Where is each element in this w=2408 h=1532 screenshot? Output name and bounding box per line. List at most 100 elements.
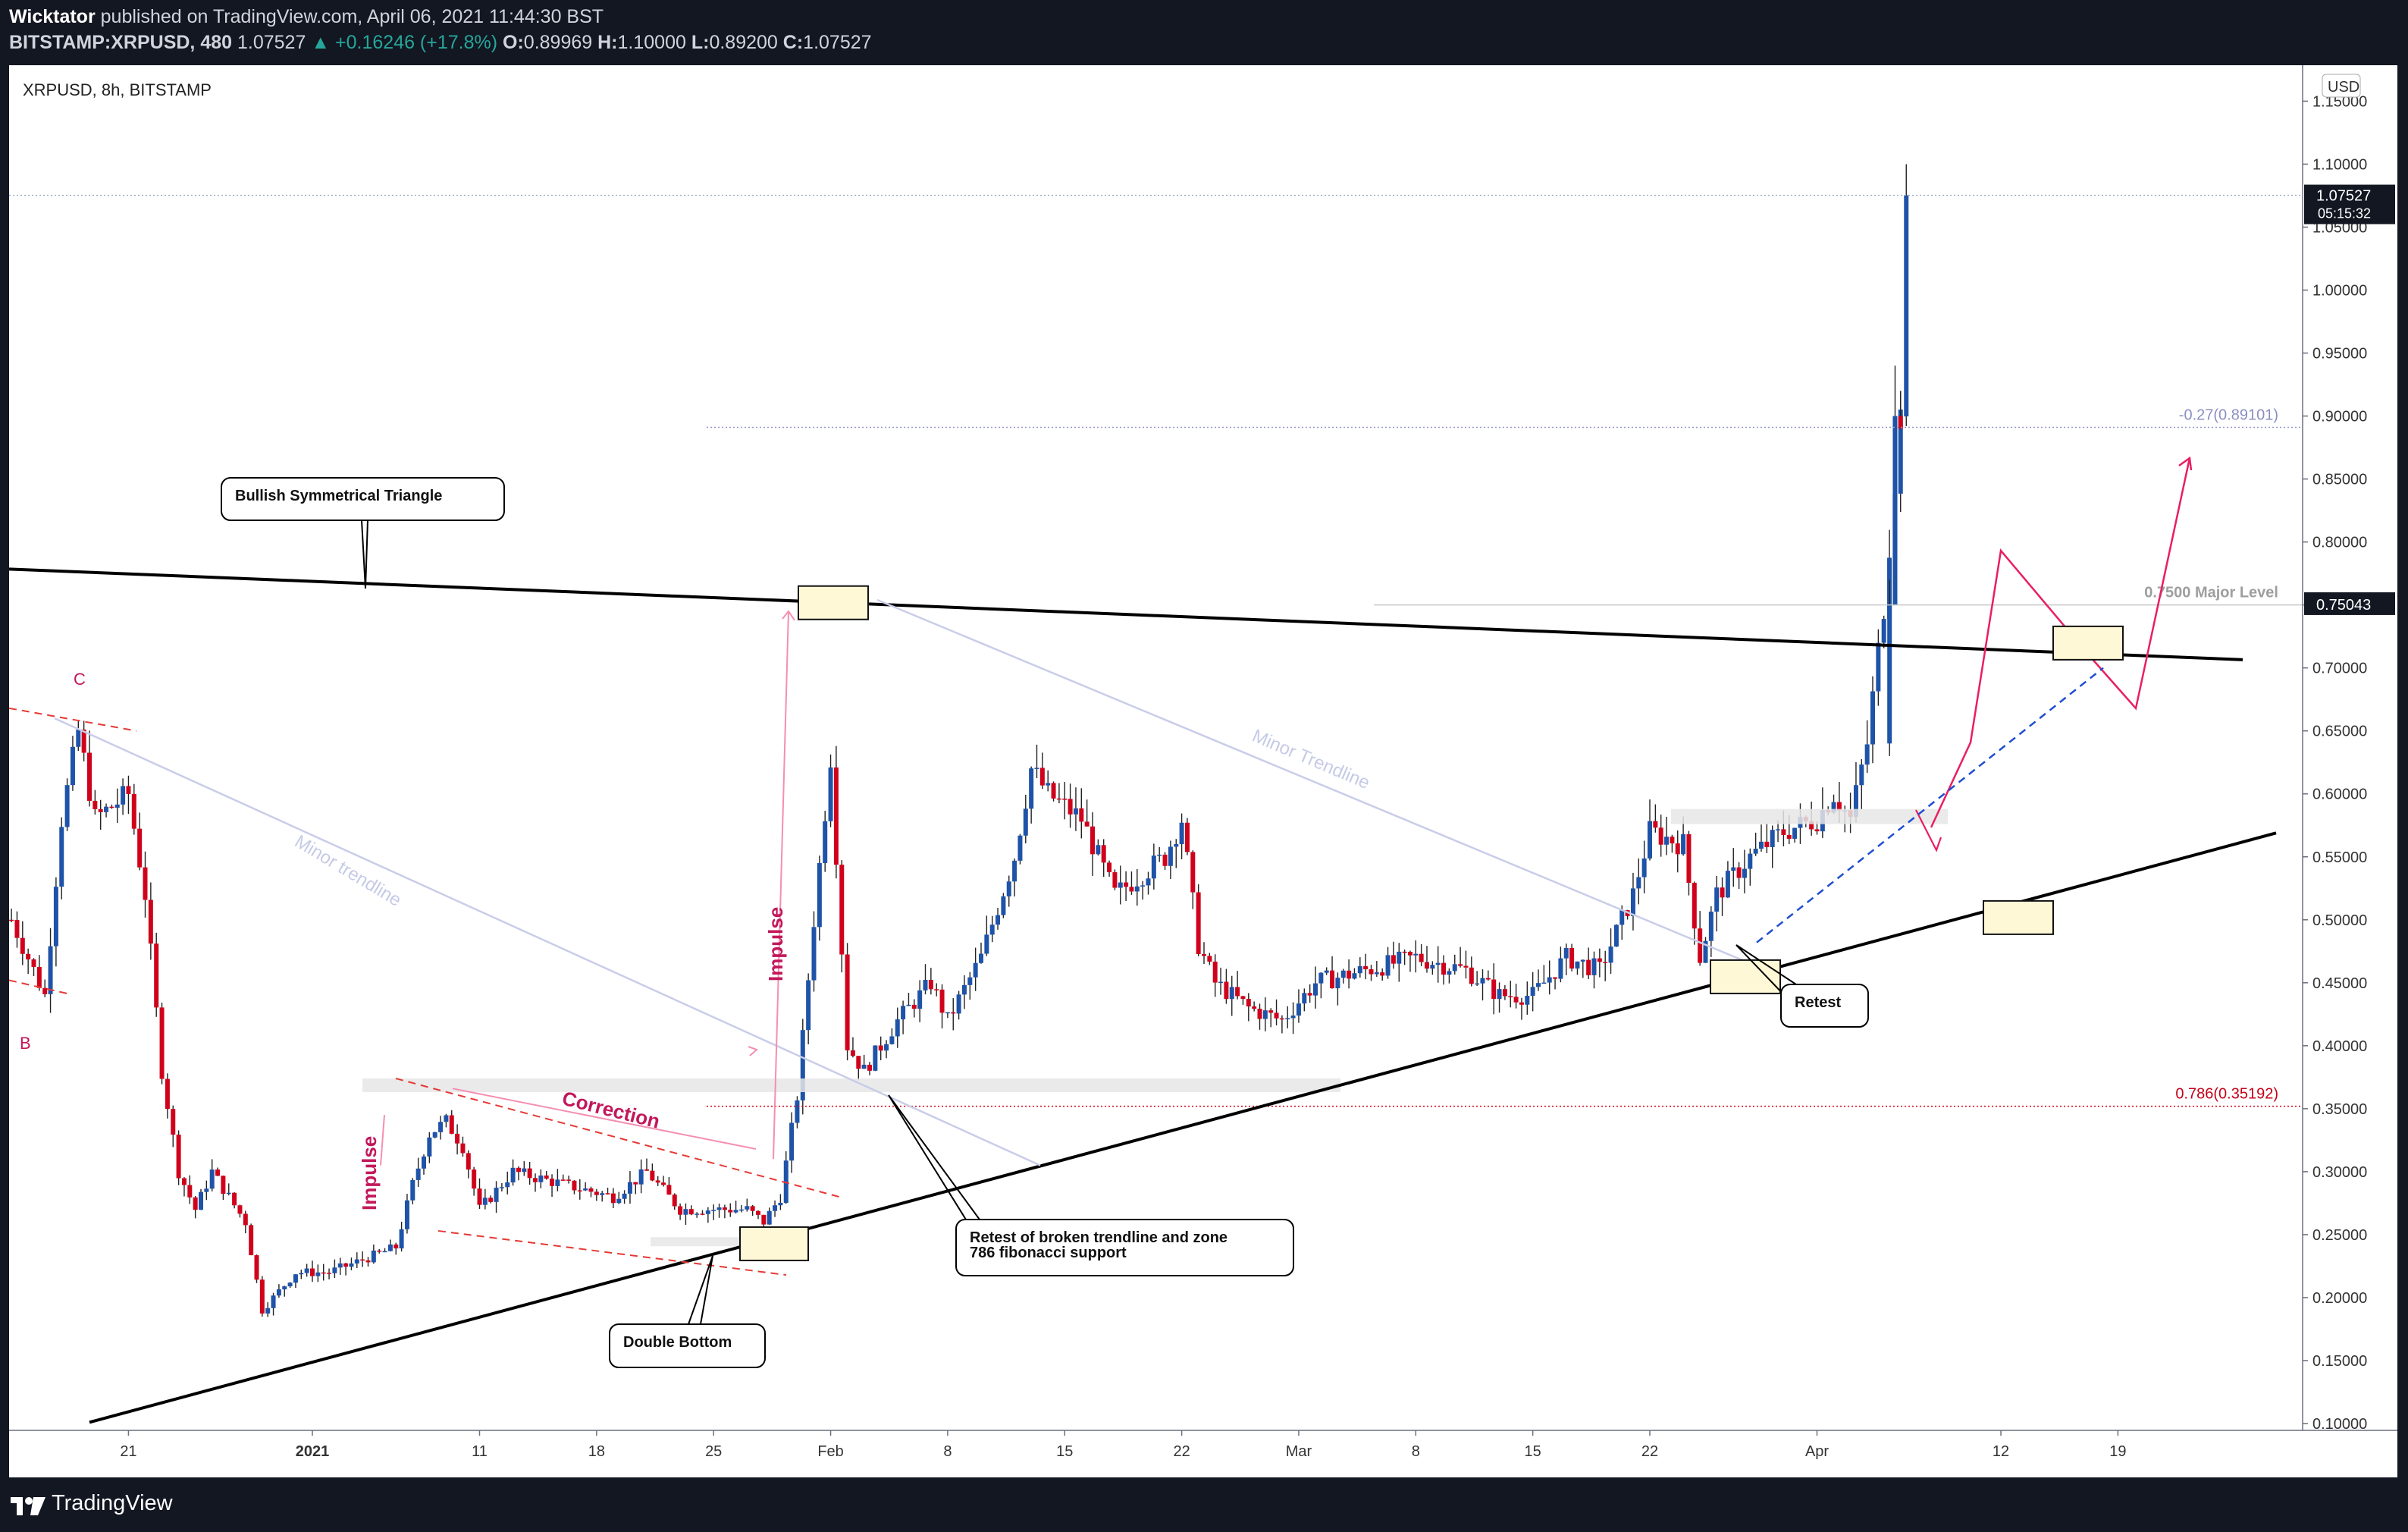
candle-body: [237, 1205, 243, 1214]
candle-body: [1174, 843, 1179, 847]
candle-body: [1079, 808, 1084, 822]
candle-body: [1831, 802, 1836, 813]
candle-body: [1569, 947, 1575, 969]
correction-lower-line: [437, 1229, 787, 1276]
major-level-label: 0.7500 Major Level: [2144, 585, 2278, 601]
candle-body: [455, 1133, 460, 1144]
fib-level-label: -0.27(0.89101): [2179, 407, 2278, 423]
candle-body: [1134, 886, 1140, 892]
candle-body: [1430, 965, 1435, 969]
candle-body: [1458, 964, 1463, 966]
author-name[interactable]: Wicktator: [9, 6, 96, 27]
candle-body: [1402, 951, 1407, 953]
candle-body: [661, 1182, 666, 1185]
candle-body: [193, 1197, 198, 1210]
bar-countdown: 05:15:32: [2318, 206, 2371, 221]
last-price-value: 1.07527: [2316, 188, 2371, 205]
time-axis: [9, 1430, 2397, 1477]
candle-body: [1675, 843, 1680, 855]
candle-body: [226, 1192, 231, 1195]
candle-body: [14, 920, 20, 938]
candle-body: [627, 1182, 632, 1194]
correction-arrow: [452, 1088, 757, 1150]
candle-body: [360, 1259, 365, 1261]
candle-body: [633, 1182, 638, 1185]
candle-body: [1090, 826, 1095, 855]
candle-body: [761, 1214, 767, 1225]
price-chart[interactable]: -0.27(0.89101) 0.786(0.35192) 0.7500 Major…: [9, 65, 2397, 1477]
candle-body: [594, 1191, 599, 1195]
candle-body: [410, 1179, 415, 1201]
candle-body: [527, 1168, 532, 1179]
candle-body: [610, 1193, 616, 1204]
currency-box: [2322, 74, 2361, 98]
candle-body: [427, 1137, 432, 1157]
candle-body: [683, 1209, 688, 1215]
candle-body: [666, 1185, 672, 1195]
time-tick-label: 8: [1412, 1443, 1420, 1460]
candle-body: [1876, 642, 1881, 692]
candle-body: [1513, 997, 1519, 1003]
candle-body: [131, 793, 136, 829]
candle-body: [1553, 977, 1558, 979]
callout-text: Double Bottom: [623, 1334, 732, 1351]
candle-body: [1229, 987, 1234, 1000]
candle-body: [1107, 862, 1112, 873]
chart-area[interactable]: -0.27(0.89101) 0.786(0.35192) 0.7500 Major…: [9, 65, 2397, 1477]
callout-box: [1780, 984, 1869, 1028]
candle-body: [823, 821, 828, 863]
candle-body: [778, 1202, 783, 1206]
candle-body: [1046, 783, 1051, 786]
support-trendline: [1756, 667, 2104, 943]
candle-body: [538, 1175, 544, 1182]
candle-body: [510, 1167, 516, 1183]
candle-body: [845, 954, 850, 1050]
candle-body: [555, 1179, 560, 1186]
candle-body: [171, 1109, 176, 1135]
double-bottom-callout: Double Bottom: [609, 1255, 766, 1368]
candle-body: [1096, 845, 1101, 855]
low-label: L:: [691, 32, 710, 53]
channel-line: [9, 979, 71, 995]
price-tick-label: 0.10000: [2312, 1416, 2367, 1433]
price-tick-label: 0.35000: [2312, 1101, 2367, 1118]
candle-body: [600, 1193, 605, 1195]
candle-body: [59, 827, 64, 887]
price-tick-label: 0.85000: [2312, 472, 2367, 488]
channel-line: [9, 707, 137, 732]
candle-body: [1781, 829, 1786, 835]
candle-body: [354, 1259, 359, 1264]
candle-body: [9, 919, 14, 921]
candle-body: [1485, 978, 1491, 980]
candle-body: [1681, 833, 1686, 855]
candle-body: [1670, 837, 1675, 844]
candle-body: [1541, 982, 1547, 984]
candle-body: [1853, 785, 1858, 817]
candle-body: [382, 1251, 387, 1253]
arrow-head: [782, 610, 795, 621]
candle-body: [1051, 783, 1056, 799]
footer-brand[interactable]: TradingView: [52, 1491, 173, 1515]
candle-body: [271, 1295, 276, 1308]
candle-body: [64, 785, 70, 827]
candle-body: [1519, 1002, 1524, 1005]
highlight-zone: [2052, 625, 2124, 661]
candle-body: [1463, 965, 1469, 968]
candle-body: [36, 966, 42, 988]
time-tick-label: 15: [1525, 1443, 1541, 1460]
candle-body: [1017, 835, 1023, 861]
candle-body: [1207, 956, 1212, 962]
candle-body: [756, 1210, 760, 1215]
candle-body: [1425, 962, 1429, 969]
time-tick-label: 22: [1173, 1443, 1190, 1460]
triangle-lower-trendline: [89, 831, 2277, 1424]
candle-body: [1563, 947, 1569, 959]
candle-body: [1736, 867, 1742, 878]
candle-body: [254, 1255, 259, 1280]
price-tick-label: 0.50000: [2312, 912, 2367, 929]
time-tick-label: 21: [120, 1443, 136, 1460]
price-tick-label: 0.65000: [2312, 724, 2367, 740]
candle-body: [76, 729, 81, 747]
candle-body: [1770, 830, 1775, 847]
candle-body: [209, 1169, 215, 1189]
